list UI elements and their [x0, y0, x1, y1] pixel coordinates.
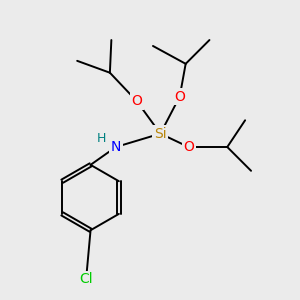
Text: N: N: [111, 140, 121, 154]
Text: H: H: [96, 132, 106, 145]
Text: Cl: Cl: [79, 272, 93, 286]
Text: O: O: [174, 89, 185, 103]
Text: O: O: [131, 94, 142, 108]
Text: O: O: [183, 140, 194, 154]
Text: Si: Si: [154, 127, 167, 141]
